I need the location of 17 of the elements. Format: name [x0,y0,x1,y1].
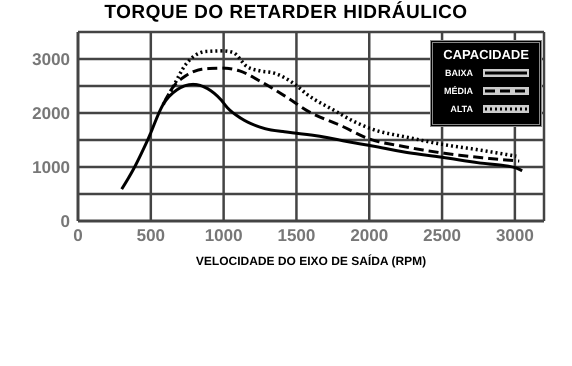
y-tick-label: 2000 [32,104,70,124]
y-tick-label: 0 [60,212,70,232]
x-axis-title: VELOCIDADE DO EIXO DE SAÍDA (RPM) [196,254,426,268]
y-tick-label: 1000 [32,158,70,178]
legend-label: BAIXA [444,68,473,78]
legend-title: CAPACIDADE [443,47,529,62]
x-tick-label: 2000 [350,226,388,246]
y-tick-label: 3000 [32,50,70,70]
x-tick-label: 1500 [278,226,316,246]
x-tick-label: 500 [136,226,165,246]
x-tick-label: 0 [73,226,83,246]
x-tick-label: 3000 [496,226,534,246]
legend-label: ALTA [450,104,473,114]
x-tick-label: 2500 [423,226,461,246]
x-tick-label: 1000 [204,226,243,246]
legend-label: MÉDIA [444,86,473,96]
chart-title: TORQUE DO RETARDER HIDRÁULICO [103,2,469,24]
